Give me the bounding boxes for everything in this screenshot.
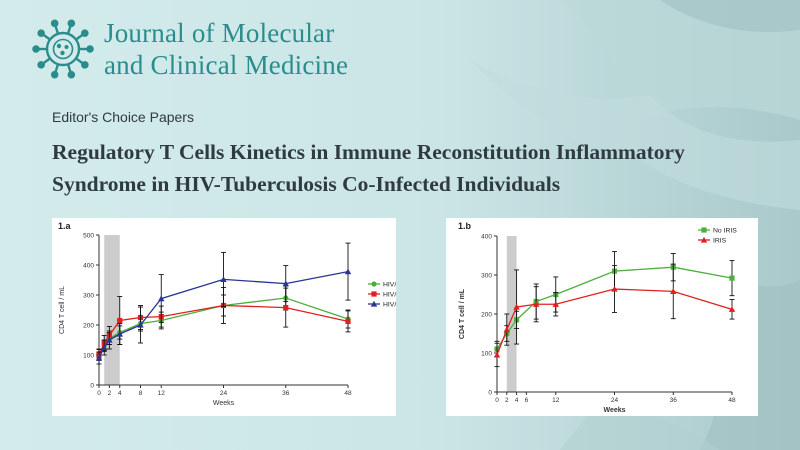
data-point (106, 336, 113, 343)
y-tick-label: 200 (83, 323, 94, 330)
journal-title-line-2: and Clinical Medicine (104, 50, 349, 80)
panel-label: 1.b (458, 221, 472, 231)
legend-entry: HIV/MTB IRIS (368, 291, 426, 299)
legend-label: IRIS (713, 238, 727, 245)
x-axis-label: Weeks (213, 400, 235, 407)
x-axis-label: Weeks (603, 407, 625, 414)
shaded-region (104, 235, 120, 385)
y-axis-label: CD4 T cell / mL (59, 286, 66, 334)
legend-entry: IRIS (698, 236, 727, 245)
series-2 (95, 242, 352, 365)
data-point (493, 351, 501, 358)
y-tick-label: 100 (481, 351, 492, 358)
y-tick-label: 300 (83, 293, 94, 300)
journal-title-line-1: Journal of Molecular (104, 18, 335, 48)
data-point (117, 317, 123, 324)
chart-panel-1a: 1.a 0 100 200 300 400 500 0 2 4 8 12 24 36 48 CD4 T cel… (52, 218, 436, 416)
data-point (700, 236, 708, 243)
data-point (371, 281, 377, 287)
y-tick-label: 0 (90, 383, 94, 390)
x-tick-label: 2 (108, 390, 112, 397)
y-tick-label: 0 (488, 390, 492, 397)
x-tick-label: 0 (495, 397, 499, 404)
legend-label: HIV/MTB no IRIS (383, 282, 396, 289)
x-tick-label: 4 (118, 390, 122, 397)
data-point (611, 285, 618, 292)
data-point (503, 326, 510, 333)
data-point (345, 318, 351, 324)
data-point (137, 321, 144, 328)
x-tick-label: 24 (611, 397, 619, 404)
x-tick-label: 12 (552, 397, 560, 404)
legend-entry: HIV/no-OI (368, 300, 413, 309)
legend-label: No IRIS (713, 228, 737, 235)
data-point (95, 354, 103, 361)
data-point (728, 306, 736, 312)
x-tick-label: 12 (158, 390, 166, 397)
data-point (371, 291, 377, 297)
section-label: Editor's Choice Papers (52, 109, 194, 125)
legend-label: HIV/MTB IRIS (383, 292, 396, 299)
data-point (670, 288, 677, 294)
y-tick-label: 300 (481, 273, 492, 280)
y-tick-label: 400 (481, 234, 492, 241)
data-point (344, 268, 352, 275)
data-point (532, 301, 540, 307)
data-point (370, 300, 378, 307)
x-tick-label: 2 (505, 397, 509, 404)
x-tick-label: 8 (139, 390, 143, 397)
x-tick-label: 36 (282, 390, 290, 397)
y-tick-label: 200 (481, 312, 492, 319)
data-point (729, 275, 735, 281)
headline-line-2: Syndrome in HIV-Tuberculosis Co-Infected… (52, 172, 561, 196)
chart-panel-1b: 1.b 0 100 200 300 400 0 2 4 6 12 24 36 48 CD4 T cell /… (446, 218, 758, 416)
data-point (158, 295, 165, 302)
series-1 (493, 263, 736, 368)
x-tick-label: 24 (220, 390, 228, 397)
y-axis-label: CD4 T cell / mL (459, 288, 466, 339)
data-point (282, 280, 289, 287)
data-point (513, 303, 520, 310)
legend-entry: HIV/MTB no IRIS (368, 281, 436, 289)
data-point (100, 344, 108, 351)
data-point (116, 330, 123, 337)
legend-label: HIV/no-OI (383, 302, 396, 309)
shaded-region (506, 236, 517, 392)
data-point (701, 227, 707, 233)
legend-entry: No IRIS (698, 227, 737, 235)
y-tick-label: 500 (83, 233, 94, 240)
y-tick-label: 100 (83, 353, 94, 360)
data-point (552, 301, 559, 307)
headline-line-1: Regulatory T Cells Kinetics in Immune Re… (52, 140, 685, 164)
data-point (220, 276, 227, 282)
data-point (283, 305, 289, 311)
x-tick-label: 48 (728, 397, 736, 404)
x-tick-label: 36 (670, 397, 678, 404)
x-tick-label: 6 (525, 397, 529, 404)
panel-label: 1.a (58, 221, 72, 231)
x-tick-label: 0 (97, 390, 101, 397)
x-tick-label: 4 (515, 397, 519, 404)
series-line (496, 288, 733, 356)
x-tick-label: 48 (344, 390, 352, 397)
virus-cell-icon (32, 19, 94, 79)
y-tick-label: 400 (83, 263, 94, 270)
